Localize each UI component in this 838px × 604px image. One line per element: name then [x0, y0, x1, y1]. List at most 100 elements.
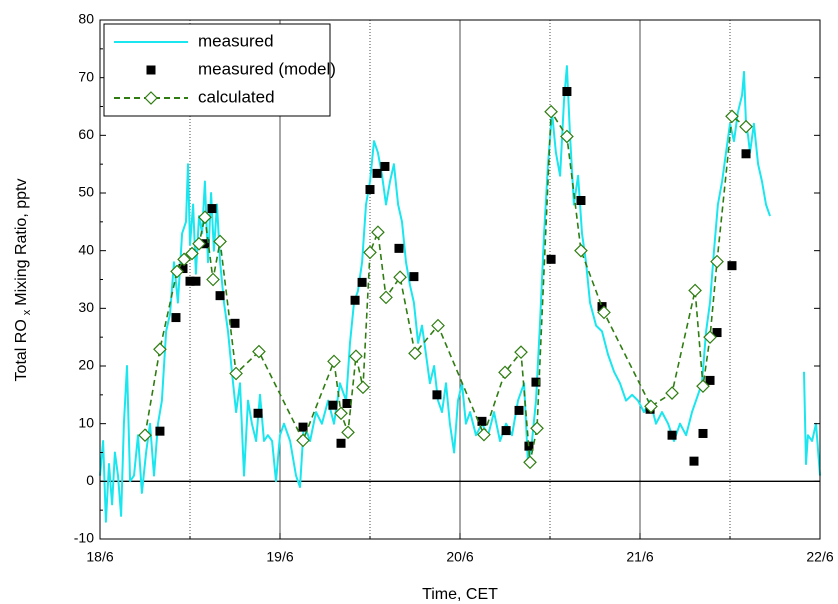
x-tick-label: 22/6: [806, 549, 833, 565]
square-marker: [328, 400, 338, 410]
diamond-marker: [393, 270, 407, 285]
y-tick-label: 80: [78, 11, 94, 27]
square-marker: [146, 65, 156, 75]
square-marker: [372, 168, 382, 178]
square-marker: [546, 254, 556, 264]
square-marker: [667, 430, 677, 440]
diamond-marker: [523, 455, 537, 470]
diamond-marker: [198, 210, 212, 225]
diamond-marker: [379, 290, 393, 305]
diamond-marker: [213, 234, 227, 249]
diamond-marker: [185, 246, 199, 261]
diamond-marker: [341, 425, 355, 440]
square-marker: [207, 204, 217, 214]
y-tick-label: 20: [78, 357, 94, 373]
x-tick-label: 21/6: [626, 549, 653, 565]
square-marker: [705, 375, 715, 385]
square-marker: [394, 243, 404, 253]
legend-label: calculated: [198, 87, 275, 106]
square-marker: [191, 276, 201, 286]
square-marker: [342, 398, 352, 408]
y-title-sub: x: [21, 309, 33, 315]
y-tick-label: 70: [78, 68, 94, 84]
square-marker: [298, 422, 308, 432]
diamond-marker: [597, 305, 611, 320]
square-marker: [230, 318, 240, 328]
diamond-marker: [696, 379, 710, 394]
y-tick-label: -10: [74, 530, 94, 546]
square-marker: [501, 426, 511, 436]
square-marker: [432, 390, 442, 400]
diamond-marker: [408, 346, 422, 361]
legend-label: measured (model): [198, 59, 336, 78]
square-marker: [477, 416, 487, 426]
diamond-marker: [334, 406, 348, 421]
square-marker: [380, 161, 390, 171]
diamond-marker: [349, 349, 363, 364]
square-marker: [185, 276, 195, 286]
diamond-marker: [574, 243, 588, 258]
diamond-marker: [644, 399, 658, 414]
diamond-marker: [739, 119, 753, 134]
diamond-marker: [296, 433, 310, 448]
diamond-marker: [177, 252, 191, 267]
tick-layer: -10 0 10 20 30 40 50 60 70 80 18/6 19/6 20/6 21/6 22/6: [74, 11, 834, 565]
y-axis-title: Total RO x Mixing Ratio, pptv: [13, 179, 33, 382]
diamond-marker: [477, 427, 491, 442]
diamond-marker: [498, 365, 512, 380]
square-marker: [689, 456, 699, 466]
square-marker: [155, 426, 165, 436]
data-layer: [99, 65, 821, 523]
x-axis-title: Time, CET: [422, 586, 498, 603]
diamond-marker: [144, 91, 158, 105]
square-marker: [514, 405, 524, 415]
square-marker: [727, 261, 737, 271]
diamond-marker: [363, 245, 377, 260]
diamond-marker: [327, 354, 341, 369]
legend: measured measured (model) calculated: [103, 23, 336, 117]
diamond-marker: [688, 283, 702, 298]
y-tick-label: 40: [78, 241, 94, 257]
square-marker: [357, 277, 367, 287]
square-marker: [350, 295, 360, 305]
diamond-marker: [431, 318, 445, 333]
diamond-marker: [725, 109, 739, 124]
series-line: [99, 65, 821, 523]
x-tick-label: 20/6: [446, 549, 473, 565]
square-marker: [741, 149, 751, 159]
y-tick-label: 30: [78, 299, 94, 315]
diamond-marker: [703, 330, 717, 345]
square-marker: [712, 328, 722, 338]
diamond-marker: [544, 104, 558, 119]
y-title-main: Total RO: [13, 319, 30, 381]
diamond-marker: [206, 272, 220, 287]
square-marker: [253, 408, 263, 418]
square-marker: [178, 264, 188, 274]
square-marker: [171, 313, 181, 323]
square-marker: [576, 195, 586, 205]
diamond-marker: [710, 254, 724, 269]
square-marker: [597, 302, 607, 312]
square-marker: [562, 87, 572, 97]
diamond-marker: [153, 342, 167, 357]
diamond-marker: [252, 344, 266, 359]
square-marker: [336, 438, 346, 448]
diamond-marker: [229, 366, 243, 381]
diamond-marker: [514, 345, 528, 360]
diamond-marker: [560, 129, 574, 144]
y-tick-label: 10: [78, 414, 94, 430]
legend-label: measured: [198, 31, 274, 50]
diamond-marker: [356, 380, 370, 395]
diamond-marker: [170, 264, 184, 279]
x-tick-label: 18/6: [86, 549, 113, 565]
y-tick-label: 0: [86, 472, 94, 488]
y-title-rest: Mixing Ratio, pptv: [13, 179, 30, 306]
diamond-marker: [665, 386, 679, 400]
diamond-marker: [138, 428, 152, 443]
y-tick-label: 60: [78, 126, 94, 142]
square-marker: [531, 377, 541, 387]
diamond-marker: [192, 236, 206, 251]
series-line: [144, 110, 747, 464]
diamond-marker: [371, 225, 385, 240]
